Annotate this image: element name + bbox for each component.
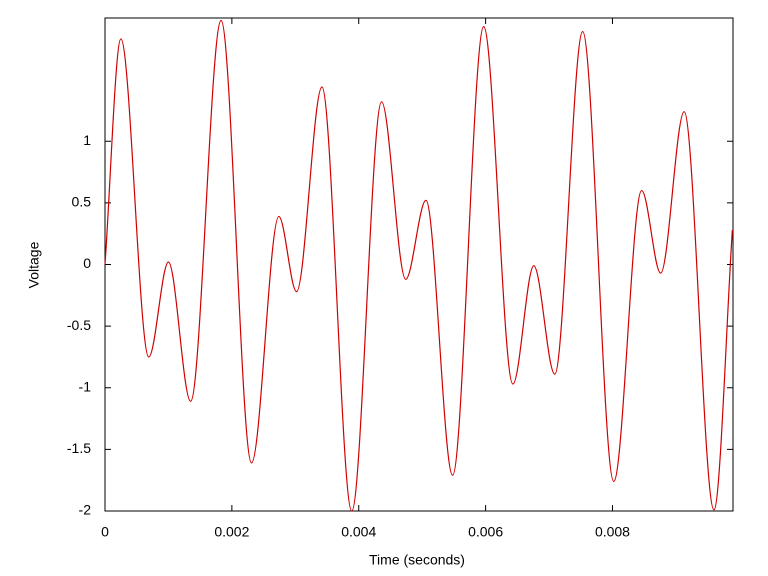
x-tick-label: 0.006 (468, 524, 503, 540)
plot-frame (104, 17, 734, 512)
y-tick-label: -2 (79, 502, 92, 518)
y-tick-label: 0 (83, 255, 91, 271)
x-axis-label: Time (seconds) (369, 552, 465, 568)
y-tick-label: -1.5 (67, 440, 91, 456)
x-tick-label: 0.008 (595, 524, 630, 540)
y-tick-label: -0.5 (67, 317, 91, 333)
y-tick-label: 1 (83, 132, 91, 148)
y-tick-label: -1 (79, 378, 92, 394)
y-axis-label: Voltage (26, 241, 42, 288)
signal-line (104, 19, 733, 512)
y-tick-label: 0.5 (72, 194, 92, 210)
x-tick-label: 0.004 (341, 524, 376, 540)
x-tick-label: 0.002 (214, 524, 249, 540)
x-tick-label: 0 (101, 524, 109, 540)
